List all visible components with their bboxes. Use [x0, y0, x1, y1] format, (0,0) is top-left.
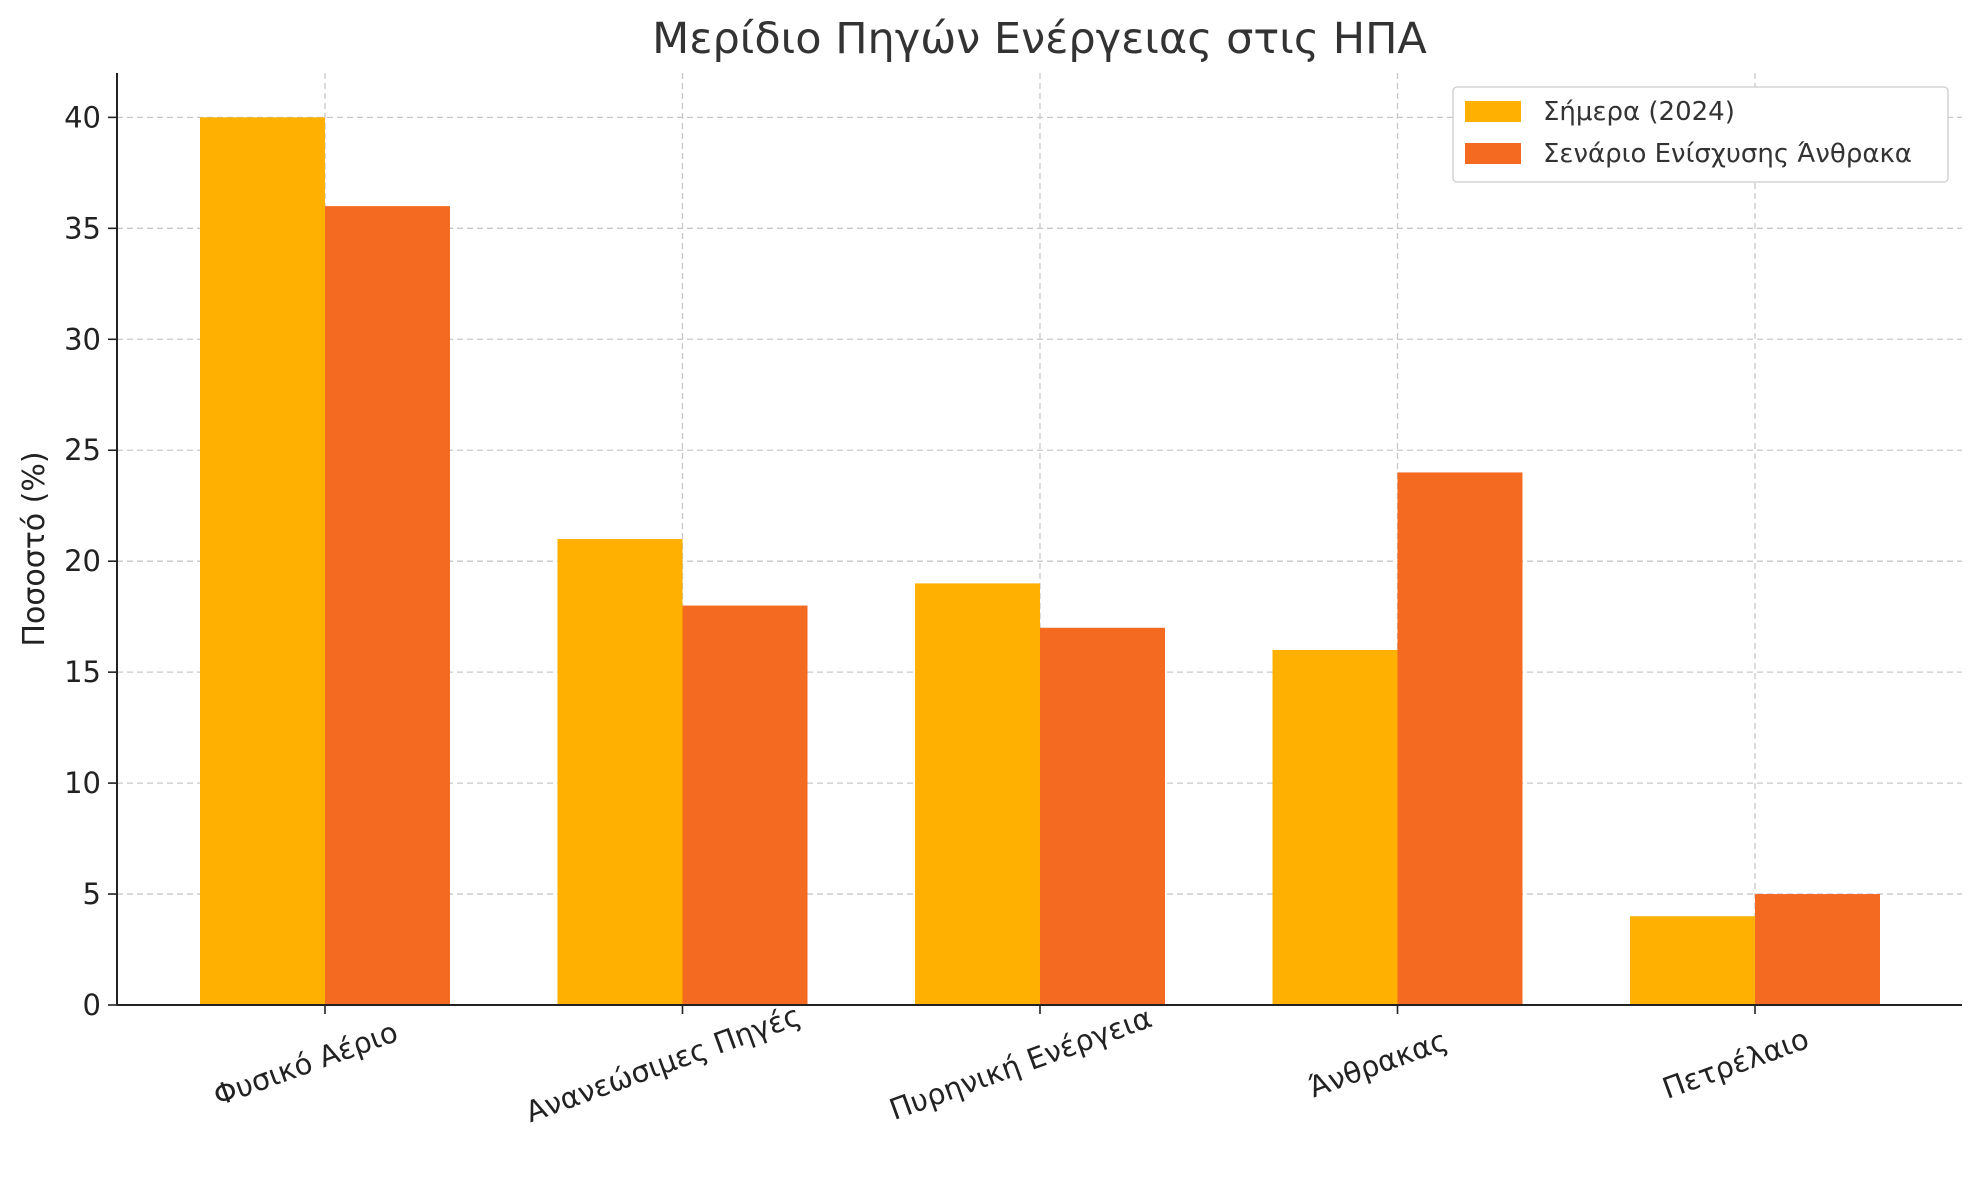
bar-scenario [1040, 627, 1165, 1005]
chart-title: Μερίδιο Πηγών Ενέργειας στις ΗΠΑ [652, 14, 1427, 64]
y-tick-label: 5 [83, 877, 101, 911]
y-tick-label: 35 [64, 211, 101, 245]
y-axis-label: Ποσοστό (%) [17, 451, 52, 646]
y-tick-label: 15 [64, 655, 101, 689]
legend: Σήμερα (2024) Σενάριο Ενίσχυσης Άνθρακα [1452, 86, 1949, 183]
x-tick-label: Άνθρακας [1304, 1023, 1452, 1104]
x-ticks: Φυσικό Αέριο Ανανεώσιμες Πηγές Πυρηνική Εν… [209, 998, 1813, 1129]
bar-scenario [325, 206, 450, 1006]
legend-label: Σενάριο Ενίσχυσης Άνθρακα [1543, 139, 1912, 169]
legend-swatch [1465, 101, 1521, 122]
x-tick-label: Πετρέλαιο [1658, 1021, 1813, 1105]
legend-box [1452, 86, 1949, 183]
y-tick-label: 10 [64, 766, 101, 800]
bar-current [915, 583, 1040, 1005]
legend-label: Σήμερα (2024) [1543, 97, 1735, 127]
y-tick-label: 20 [64, 544, 101, 578]
y-tick-label: 0 [83, 988, 101, 1022]
x-tick-label: Φυσικό Αέριο [209, 1015, 402, 1113]
y-tick-label: 40 [64, 100, 101, 134]
bar-current [557, 539, 683, 1005]
bar-current [200, 117, 325, 1005]
y-tick-label: 30 [64, 322, 101, 356]
y-tick-label: 25 [64, 433, 101, 467]
bar-scenario [1755, 894, 1880, 1005]
legend-swatch [1465, 143, 1521, 164]
bar-scenario [1397, 472, 1523, 1005]
bar-current [1272, 649, 1398, 1005]
bar-current [1630, 916, 1755, 1005]
bars [200, 117, 1880, 1006]
x-tick-label: Πυρηνική Ενέργεια [885, 1000, 1156, 1127]
x-tick-label: Ανανεώσιμες Πηγές [521, 998, 805, 1129]
y-ticks: 0 5 10 15 20 25 30 35 40 [64, 100, 117, 1022]
bar-scenario [682, 605, 808, 1005]
